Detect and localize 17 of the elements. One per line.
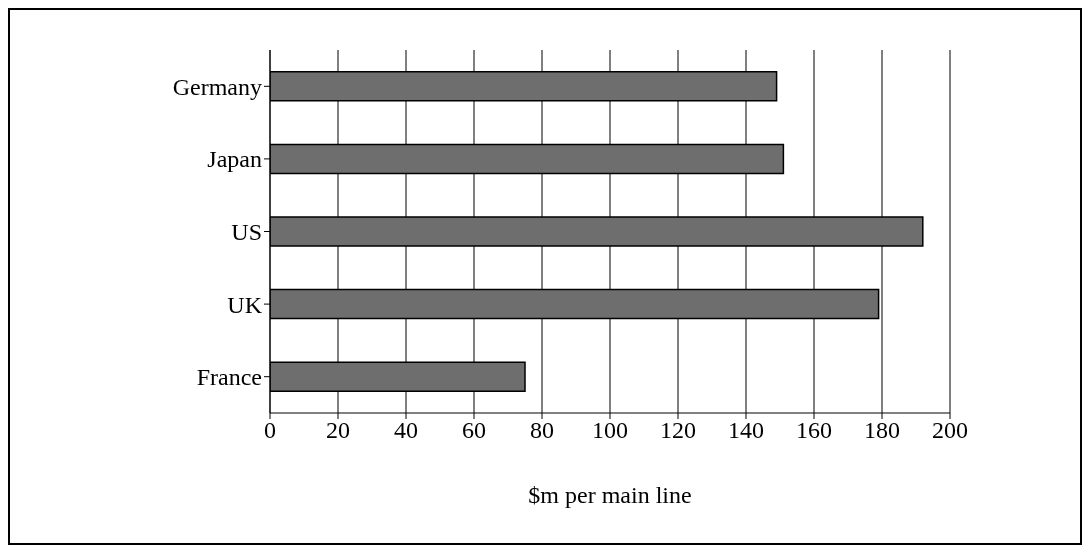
x-tick-label: 140	[728, 417, 764, 444]
x-tick-label: 80	[530, 417, 554, 444]
y-tick-label: Germany	[172, 73, 262, 100]
y-tick-label: France	[196, 364, 262, 391]
y-tick-label: UK	[227, 291, 263, 318]
x-tick-label: 160	[796, 417, 832, 444]
y-tick-label: Japan	[207, 146, 262, 173]
x-tick-label: 100	[592, 417, 628, 444]
x-tick-label: 0	[264, 417, 276, 444]
x-tick-label: 180	[864, 417, 900, 444]
x-tick-label: 200	[932, 417, 968, 444]
x-tick-label: 20	[326, 417, 350, 444]
x-tick-label: 60	[462, 417, 486, 444]
x-axis-title: $m per main line	[528, 482, 692, 508]
x-tick-label: 120	[660, 417, 696, 444]
x-tick-label: 40	[394, 417, 418, 444]
y-tick-label: US	[231, 219, 262, 246]
